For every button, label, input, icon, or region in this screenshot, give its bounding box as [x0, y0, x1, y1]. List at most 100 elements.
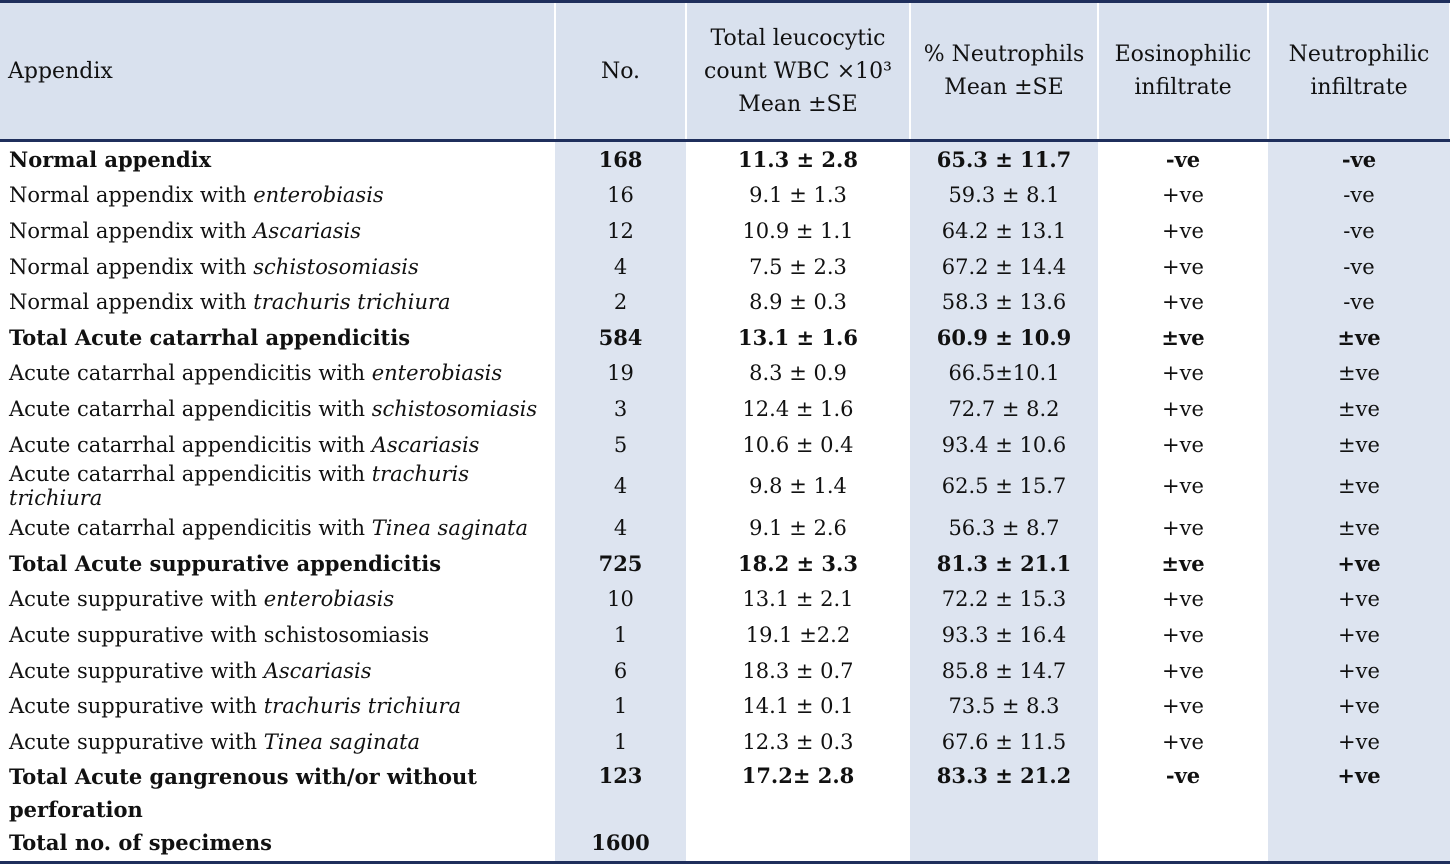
eosinophilic-cell: +ve — [1162, 254, 1204, 279]
neutrophilic-cell: +ve — [1268, 545, 1450, 582]
header-no: No. — [555, 0, 687, 142]
wbc-cell: 13.1 ± 2.1 — [742, 587, 854, 612]
row-label-text: Normal appendix with — [9, 183, 254, 208]
eosinophilic-cell: +ve — [1162, 729, 1204, 754]
wbc-cell — [686, 825, 910, 864]
neutrophilic-cell: ±ve — [1268, 510, 1450, 546]
neutrophilic-cell: -ve — [1268, 140, 1450, 178]
neutrophilic-cell: +ve — [1268, 759, 1450, 826]
wbc-cell: 12.3 ± 0.3 — [742, 729, 854, 754]
row-label: Normal appendix with schistosomiasis — [0, 249, 555, 285]
row-label: Acute catarrhal appendicitis with entero… — [0, 356, 555, 392]
row-label-text: Acute suppurative with schistosomiasis — [9, 622, 430, 647]
count-cell: 1 — [555, 688, 686, 724]
eosinophilic-cell: -ve — [1165, 146, 1201, 172]
header-neutrophils: % Neutrophils Mean ±SE — [910, 0, 1099, 142]
row-label-text: Acute suppurative with — [9, 658, 264, 683]
header-row: Appendix No. Total leucocytic count WBC … — [0, 0, 1450, 142]
row-label-text: Acute suppurative with — [9, 694, 264, 719]
neutrophilic-cell: +ve — [1268, 688, 1450, 724]
eosinophilic-cell: -ve — [1165, 762, 1201, 788]
neutrophilic-cell: -ve — [1268, 177, 1450, 214]
row-label: Normal appendix with trachuris trichiura — [0, 284, 555, 320]
header-appendix: Appendix — [0, 0, 556, 142]
row-label-text: Normal appendix with — [9, 290, 254, 315]
count-cell: 19 — [555, 355, 686, 392]
row-label-organism: Tinea saginata — [371, 516, 529, 541]
neutrophilic-cell: -ve — [1268, 213, 1450, 249]
row-label-organism: Ascariasis — [253, 218, 362, 243]
neutrophils-cell: 62.5 ± 15.7 — [910, 462, 1098, 511]
row-label: Normal appendix with enterobiasis — [0, 178, 555, 214]
eosinophilic-cell: +ve — [1162, 622, 1204, 647]
wbc-cell: 13.1 ± 1.6 — [738, 324, 858, 350]
row-label: Normal appendix — [0, 141, 555, 178]
table-row: Acute suppurative with Tinea saginata 1 12… — [0, 723, 1450, 760]
row-label-organism: trachuris trichiura — [263, 694, 462, 719]
header-wbc: Total leucocytic count WBC ×10³ Mean ±SE — [686, 0, 911, 142]
row-label: Total Acute gangrenous with/or without p… — [0, 760, 555, 826]
row-label-organism: schistosomiasis — [253, 254, 419, 279]
row-label: Total Acute catarrhal appendicitis — [0, 320, 555, 356]
wbc-cell: 17.2± 2.8 — [741, 762, 855, 788]
table-row: Total no. of specimens 1600 — [0, 825, 1450, 864]
count-cell: 12 — [555, 213, 686, 249]
neutrophils-cell: 58.3 ± 13.6 — [910, 284, 1098, 320]
table-body: Normal appendix 168 11.3 ± 2.8 65.3 ± 11.7 -… — [0, 140, 1450, 864]
count-cell: 4 — [555, 510, 686, 546]
count-cell: 168 — [555, 140, 686, 178]
table-row: Normal appendix with Ascariasis 12 10.9 ± … — [0, 213, 1450, 249]
table-row: Normal appendix with trachuris trichiura… — [0, 284, 1450, 320]
eosinophilic-cell: ±ve — [1161, 550, 1205, 576]
table-row: Normal appendix with schistosomiasis 4 7.5… — [0, 248, 1450, 285]
table-row: Acute catarrhal appendicitis with schist… — [0, 391, 1450, 427]
table-row: Acute suppurative with Ascariasis 6 18.3 ±… — [0, 652, 1450, 689]
eosinophilic-cell: ±ve — [1161, 324, 1205, 350]
eosinophilic-cell: +ve — [1162, 474, 1204, 499]
wbc-cell: 9.8 ± 1.4 — [749, 474, 847, 499]
row-label-text: Acute suppurative with — [9, 729, 264, 754]
row-label-text: Acute catarrhal appendicitis with — [9, 462, 372, 487]
row-label: Acute catarrhal appendicitis with trachu… — [0, 462, 555, 510]
eosinophilic-cell: +ve — [1162, 218, 1204, 243]
neutrophils-cell: 85.8 ± 14.7 — [910, 652, 1098, 689]
wbc-cell: 19.1 ±2.2 — [745, 622, 851, 647]
eosinophilic-cell: +ve — [1162, 290, 1204, 315]
table-row: Acute catarrhal appendicitis with Ascari… — [0, 426, 1450, 463]
wbc-cell: 14.1 ± 0.1 — [742, 694, 854, 719]
wbc-cell: 10.6 ± 0.4 — [742, 432, 854, 457]
neutrophilic-cell: ±ve — [1268, 319, 1450, 356]
eosinophilic-cell: +ve — [1162, 516, 1204, 541]
wbc-cell: 12.4 ± 1.6 — [742, 396, 854, 421]
eosinophilic-cell: +ve — [1162, 587, 1204, 612]
row-label-organism: Ascariasis — [263, 658, 372, 683]
neutrophils-cell: 83.3 ± 21.2 — [910, 759, 1098, 826]
row-label: Acute catarrhal appendicitis with Ascari… — [0, 427, 555, 463]
neutrophils-cell: 73.5 ± 8.3 — [910, 688, 1098, 724]
row-label-text: Normal appendix with — [9, 254, 254, 279]
wbc-cell: 18.3 ± 0.7 — [742, 658, 854, 683]
count-cell: 10 — [555, 581, 686, 618]
eosinophilic-cell: +ve — [1162, 432, 1204, 457]
eosinophilic-cell — [1098, 825, 1268, 864]
neutrophils-cell: 81.3 ± 21.1 — [910, 545, 1098, 582]
row-label-text: Acute suppurative with — [9, 587, 264, 612]
table-row: Total Acute gangrenous with/or without p… — [0, 759, 1450, 826]
neutrophilic-cell: +ve — [1268, 581, 1450, 618]
row-label-organism: trachuris trichiura — [9, 462, 470, 511]
neutrophils-cell: 93.3 ± 16.4 — [910, 617, 1098, 653]
wbc-cell: 9.1 ± 1.3 — [749, 183, 847, 208]
row-label-text: Total Acute catarrhal appendicitis — [9, 324, 411, 350]
row-label-text: Total Acute gangrenous with/or without p… — [9, 763, 477, 822]
neutrophils-cell: 56.3 ± 8.7 — [910, 510, 1098, 546]
neutrophilic-cell: +ve — [1268, 652, 1450, 689]
row-label: Acute suppurative with trachuris trichiu… — [0, 688, 555, 724]
table-row: Normal appendix 168 11.3 ± 2.8 65.3 ± 11.7 -… — [0, 140, 1450, 178]
row-label-text: Total no. of specimens — [9, 830, 273, 856]
eosinophilic-cell: +ve — [1162, 694, 1204, 719]
row-label: Total no. of specimens — [0, 825, 555, 864]
wbc-cell: 8.3 ± 0.9 — [749, 361, 847, 386]
count-cell: 16 — [555, 177, 686, 214]
neutrophils-cell: 93.4 ± 10.6 — [910, 426, 1098, 463]
